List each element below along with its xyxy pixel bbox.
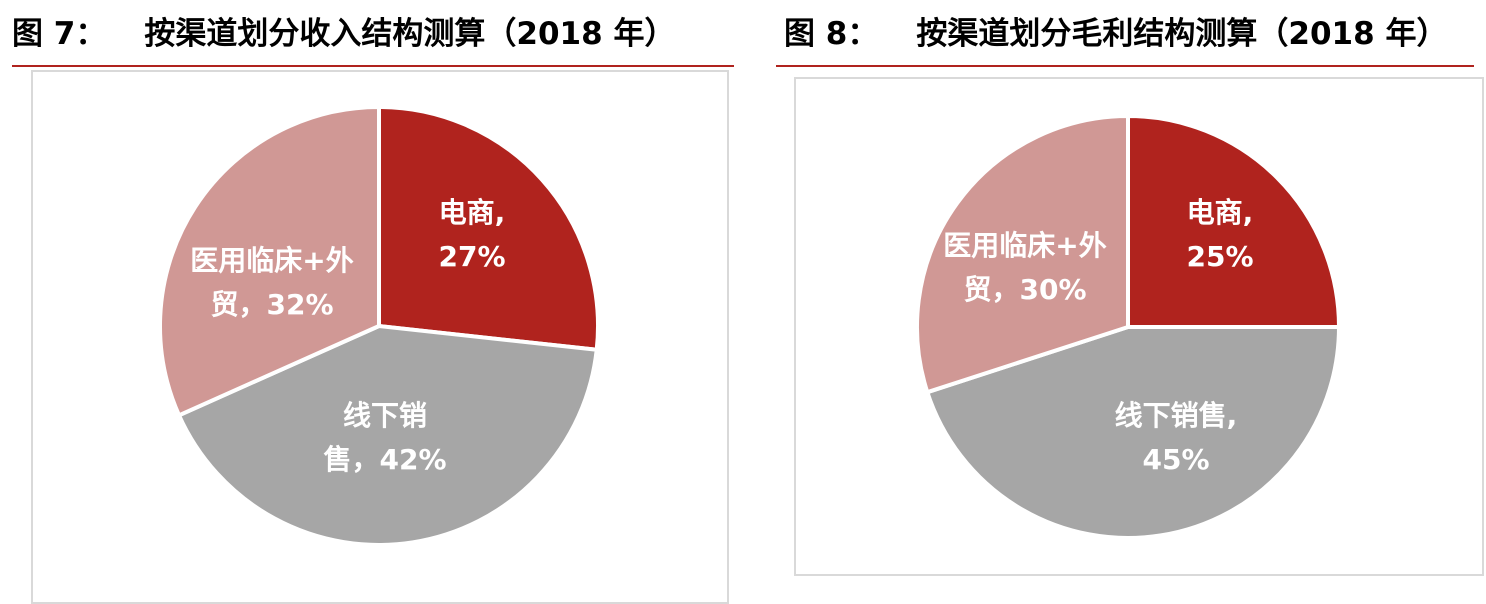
figure-7-panel: 图 7： 按渠道划分收入结构测算（2018 年） 电商, 27% 线下销售，42% 医用… [0, 0, 740, 604]
pie-slice-clinical-export [158, 105, 381, 418]
pie-slice-offline-sales [177, 324, 599, 547]
pie-label-line: 45% [1142, 443, 1209, 476]
figure-8-title-rule [776, 65, 1474, 67]
figure-8-number: 图 8： [784, 16, 879, 52]
figure-7-pie-chart: 电商, 27% 线下销售，42% 医用临床+外贸，32% [158, 105, 600, 547]
pie-label-line: 电商, [1187, 196, 1254, 229]
figure-8-pie-chart: 电商, 25% 线下销售, 45% 医用临床+外贸，30% [915, 114, 1341, 540]
figure-8-title-text: 按渠道划分毛利结构测算（2018 年） [916, 16, 1448, 52]
pie-slice-offline-sales [925, 325, 1341, 540]
figure-7-title: 图 7： 按渠道划分收入结构测算（2018 年） [12, 12, 675, 56]
pie-slice-ecommerce [377, 105, 600, 352]
pie-label-line: 电商, [439, 196, 506, 229]
figure-8-panel: 图 8： 按渠道划分毛利结构测算（2018 年） 电商, 25% 线下销售, 45% 医用… [772, 0, 1486, 580]
pie-label-clinical-export: 医用临床+外贸，32% [190, 244, 353, 321]
figure-7-title-text: 按渠道划分收入结构测算（2018 年） [144, 16, 676, 52]
figure-8-chart-frame [794, 77, 1484, 576]
pie-label-line: 25% [1186, 240, 1253, 273]
pie-label-line: 线下销售, [1115, 399, 1238, 432]
pie-slice-clinical-export [915, 114, 1130, 395]
pie-label-line: 贸，32% [210, 288, 333, 321]
pie-label-clinical-export: 医用临床+外贸，30% [943, 229, 1106, 306]
pie-label-line: 医用临床+外 [190, 244, 353, 277]
pie-slice-ecommerce [1126, 114, 1341, 329]
pie-label-ecommerce: 电商, 27% [438, 196, 505, 273]
figure-8-title: 图 8： 按渠道划分毛利结构测算（2018 年） [784, 12, 1447, 56]
pie-label-line: 27% [438, 240, 505, 273]
figure-7-title-rule [12, 65, 734, 67]
pie-label-line: 线下销 [343, 399, 427, 432]
pie-label-line: 售，42% [323, 443, 446, 476]
pie-label-line: 贸，30% [963, 273, 1086, 306]
pie-label-offline-sales: 线下销售，42% [323, 399, 446, 476]
pie-label-ecommerce: 电商, 25% [1186, 196, 1253, 273]
figure-7-number: 图 7： [12, 16, 107, 52]
pie-label-offline-sales: 线下销售, 45% [1115, 399, 1238, 476]
pie-label-line: 医用临床+外 [943, 229, 1106, 262]
